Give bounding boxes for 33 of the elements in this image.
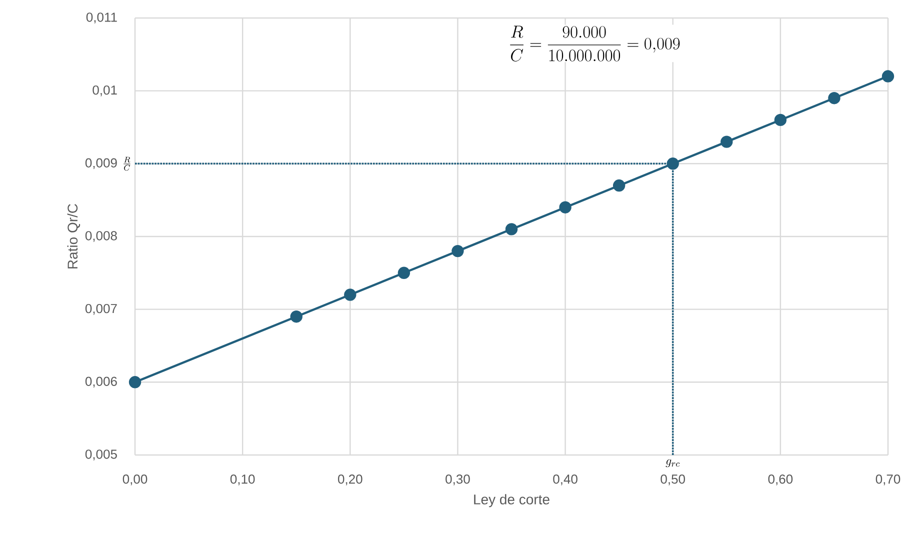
point <box>882 70 894 82</box>
ref-line-label: $\frac{R}{C}$ <box>124 156 130 171</box>
x-tick-label: 0,60 <box>768 474 793 486</box>
point <box>612 179 626 192</box>
point <box>559 201 572 214</box>
point <box>290 310 302 323</box>
point <box>774 114 787 126</box>
x-axis-title: Ley de corte <box>474 494 550 508</box>
ref-line-label: $g_{rc}$ <box>666 459 680 468</box>
point <box>720 136 733 148</box>
y-tick-label: 0,007 <box>85 304 117 315</box>
y-tick-label: 0,009 <box>85 158 117 170</box>
x-tick-label: 0,00 <box>122 474 148 486</box>
y-tick-label: 0,006 <box>85 376 117 388</box>
y-tick-label: 0,011 <box>86 12 117 24</box>
x-tick-label: 0,40 <box>553 474 578 486</box>
y-tick-label: 0,005 <box>85 450 117 460</box>
x-tick-label: 0,10 <box>230 474 255 486</box>
point <box>344 288 356 301</box>
point <box>128 376 142 388</box>
x-tick-label: 0,70 <box>876 474 900 486</box>
y-tick-label: 0,008 <box>85 231 117 242</box>
y-tick-label: 0,01 <box>92 85 117 96</box>
point <box>398 266 410 280</box>
point <box>452 244 464 258</box>
point <box>666 158 679 170</box>
point <box>828 92 840 104</box>
annotation: $\frac{R}{C}=\frac{90.000}{10.000.000}=0{,}009$ <box>510 26 680 62</box>
x-tick-label: 0,30 <box>446 474 470 486</box>
point <box>505 223 518 236</box>
y-axis-title: Ratio Qr/C <box>67 204 80 268</box>
x-tick-label: 0,20 <box>338 474 362 486</box>
x-tick-label: 0,50 <box>660 474 686 486</box>
